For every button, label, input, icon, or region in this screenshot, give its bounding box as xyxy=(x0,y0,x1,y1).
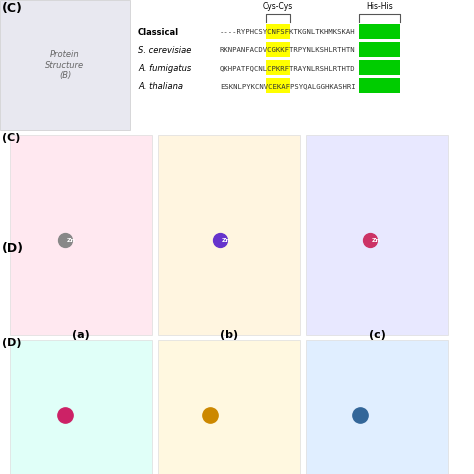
Text: His-His: His-His xyxy=(366,2,393,11)
Text: S. cerevisiae: S. cerevisiae xyxy=(138,46,191,55)
Bar xyxy=(266,78,290,93)
Text: (C): (C) xyxy=(2,133,20,143)
Text: ----RYPHCSYCNFSFKTKGNLTKHMKSKAH: ----RYPHCSYCNFSFKTKGNLTKHMKSKAH xyxy=(220,29,356,35)
Bar xyxy=(10,135,152,335)
Bar xyxy=(306,135,448,335)
Text: QKHPATFQCNLCPKRFTRAYNLRSHLRTHTD: QKHPATFQCNLCPKRFTRAYNLRSHLRTHTD xyxy=(220,65,356,71)
Text: (D): (D) xyxy=(2,338,21,348)
Text: (c): (c) xyxy=(369,330,385,340)
Bar xyxy=(306,340,448,474)
Text: (D): (D) xyxy=(2,242,24,255)
Text: Zn: Zn xyxy=(222,237,231,243)
Text: Zn: Zn xyxy=(67,237,76,243)
Text: A. thaliana: A. thaliana xyxy=(138,82,183,91)
Bar xyxy=(158,340,300,474)
Bar xyxy=(359,60,400,75)
Text: (C): (C) xyxy=(2,2,23,15)
Text: Zn: Zn xyxy=(372,237,381,243)
Text: A. fumigatus: A. fumigatus xyxy=(138,64,191,73)
Text: Protein
Structure
(B): Protein Structure (B) xyxy=(46,50,84,80)
Text: Cys-Cys: Cys-Cys xyxy=(263,2,293,11)
Text: RKNPANFACDVCGKKFTRPYNLKSHLRTHTN: RKNPANFACDVCGKKFTRPYNLKSHLRTHTN xyxy=(220,47,356,53)
Bar xyxy=(359,78,400,93)
Text: Classical: Classical xyxy=(138,27,179,36)
Bar xyxy=(266,24,290,39)
Text: (a): (a) xyxy=(72,330,90,340)
Bar xyxy=(158,135,300,335)
Bar xyxy=(266,42,290,57)
Bar xyxy=(10,340,152,474)
Text: (b): (b) xyxy=(220,330,238,340)
Bar xyxy=(0,0,130,130)
Bar xyxy=(359,24,400,39)
Bar xyxy=(266,60,290,75)
Text: ESKNLPYKCNVCEKAFPSYQALGGHKASHRI: ESKNLPYKCNVCEKAFPSYQALGGHKASHRI xyxy=(220,83,356,89)
Bar xyxy=(359,42,400,57)
